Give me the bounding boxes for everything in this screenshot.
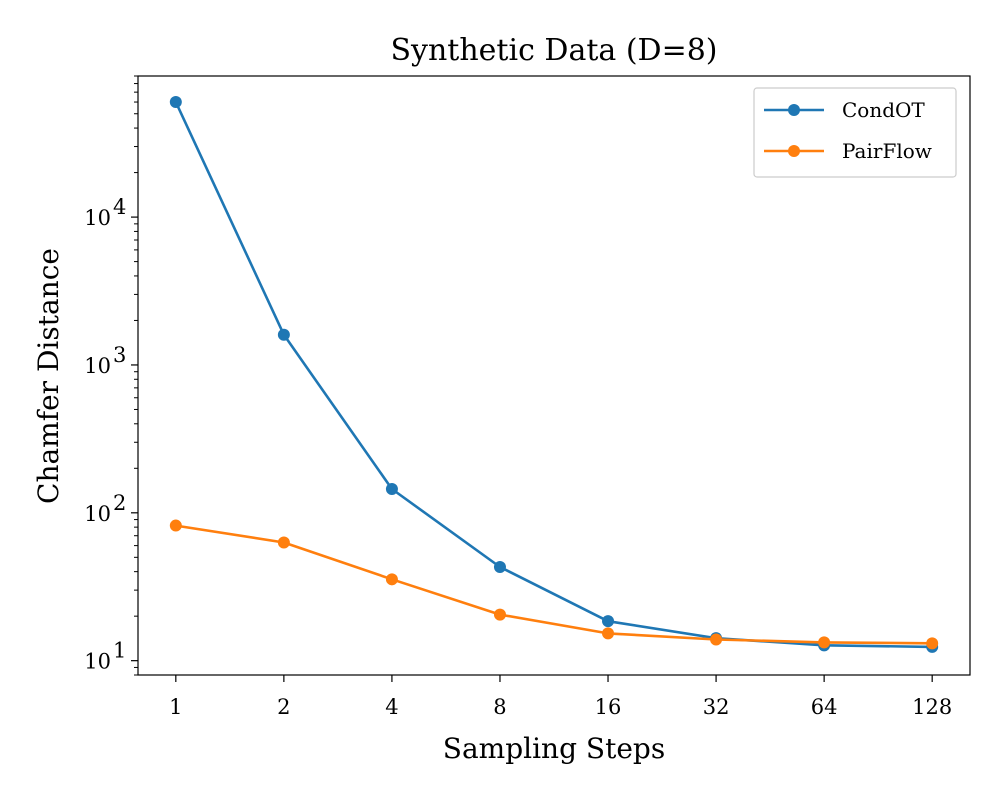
y-axis-label: Chamfer Distance: [32, 248, 65, 504]
y-tick-label: 10: [84, 650, 111, 674]
data-point-pairflow: [710, 633, 723, 646]
x-tick-label: 8: [493, 695, 506, 719]
data-point-pairflow: [926, 637, 939, 650]
legend-marker-condot: [788, 104, 800, 116]
x-tick-label: 4: [385, 695, 398, 719]
y-tick-label: 10: [84, 206, 111, 230]
y-tick-exponent: 2: [113, 491, 126, 515]
data-point-condot: [385, 482, 398, 495]
y-tick-exponent: 3: [113, 343, 126, 367]
data-point-condot: [493, 561, 506, 574]
y-tick-exponent: 4: [113, 195, 126, 219]
series-line-condot: [174, 101, 933, 649]
legend-label-pairflow: PairFlow: [842, 139, 932, 163]
axes-frame: [137, 75, 971, 676]
data-point-pairflow: [277, 536, 290, 549]
legend-marker-pairflow: [788, 145, 800, 157]
chart-title: Synthetic Data (D=8): [390, 33, 717, 68]
data-point-pairflow: [818, 636, 831, 649]
data-point-pairflow: [493, 608, 506, 621]
x-axis-label: Sampling Steps: [443, 732, 665, 765]
data-point-condot: [602, 615, 615, 628]
series-line-pairflow: [175, 524, 933, 645]
x-tick-label: 2: [277, 695, 290, 719]
data-point-condot: [277, 328, 290, 341]
x-tick-label: 1: [169, 695, 182, 719]
y-tick-exponent: 1: [113, 639, 126, 663]
x-tick-label: 64: [811, 695, 838, 719]
x-tick-label: 32: [703, 695, 730, 719]
y-tick-label: 10: [84, 502, 111, 526]
data-point-pairflow: [602, 627, 615, 640]
x-tick-label: 128: [912, 695, 952, 719]
x-tick-label: 16: [595, 695, 622, 719]
legend-label-condot: CondOT: [842, 98, 925, 122]
data-point-pairflow: [169, 519, 182, 532]
data-point-pairflow: [385, 573, 398, 586]
y-tick-label: 10: [84, 354, 111, 378]
data-point-condot: [169, 96, 182, 109]
